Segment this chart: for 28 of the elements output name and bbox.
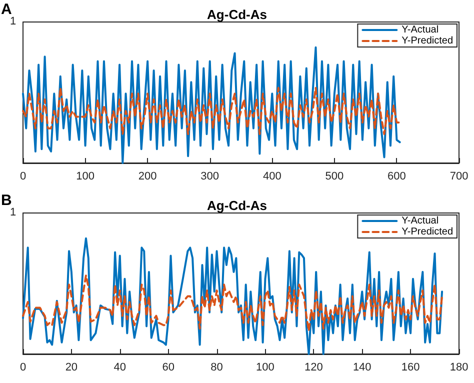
legend-label: Y-Predicted	[402, 226, 453, 238]
legend-label: Y-Actual	[402, 216, 439, 226]
x-tick-label: 600	[388, 170, 406, 182]
x-tick-label: 0	[20, 362, 26, 374]
x-tick-label: 100	[76, 170, 94, 182]
x-tick-label: 200	[138, 170, 157, 182]
x-tick-label: 300	[200, 170, 220, 182]
x-tick-label: 500	[325, 170, 344, 182]
chart-title: Ag-Cd-As	[207, 198, 267, 213]
x-tick-label: 40	[114, 362, 126, 374]
x-tick-label: 700	[450, 170, 468, 182]
chart-title: Ag-Cd-As	[207, 7, 267, 22]
legend-label: Y-Predicted	[402, 36, 453, 46]
x-tick-label: 100	[256, 362, 274, 374]
text: 1	[10, 206, 16, 218]
x-tick-label: 60	[162, 362, 174, 374]
x-tick-label: 180	[450, 362, 468, 374]
x-tick-label: 140	[352, 362, 372, 374]
x-tick-label: 160	[401, 362, 420, 374]
text: B	[1, 192, 12, 209]
x-tick-label: 20	[65, 362, 78, 374]
x-tick-label: 0	[20, 170, 26, 182]
text: A	[1, 1, 12, 18]
x-tick-label: 400	[262, 170, 282, 182]
text: 1	[10, 16, 16, 28]
x-tick-label: 80	[210, 362, 223, 374]
x-tick-label: 120	[304, 362, 323, 374]
legend-label: Y-Actual	[402, 24, 439, 36]
